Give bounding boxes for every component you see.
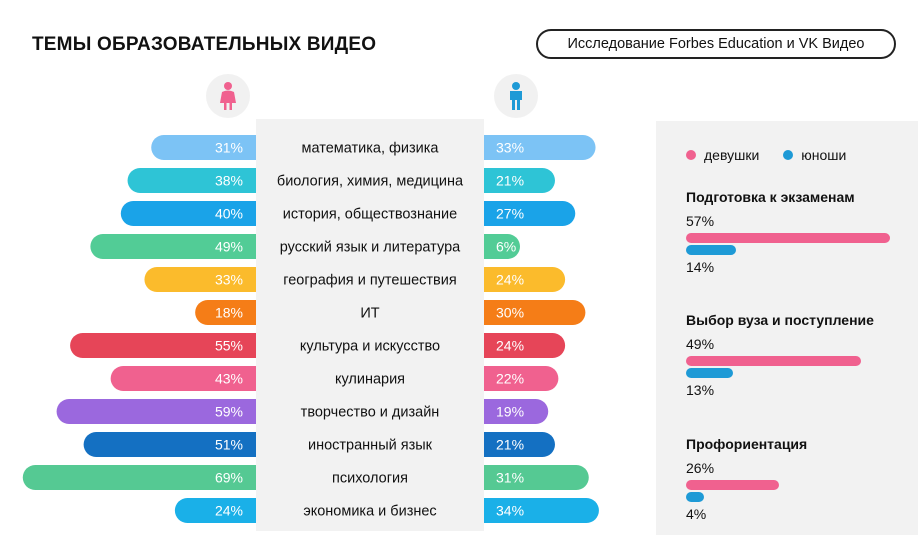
value-label-boys-9: 21% <box>496 437 524 453</box>
bar-girls-2 <box>120 201 270 226</box>
category-panel-bg <box>256 119 484 531</box>
value-label-girls-6: 55% <box>215 338 243 354</box>
purpose-group-2: Профориентация 26% 4% <box>686 436 896 536</box>
value-label-boys-3: 6% <box>496 239 516 255</box>
page-title: ТЕМЫ ОБРАЗОВАТЕЛЬНЫХ ВИДЕО <box>32 34 377 55</box>
bar-boys-6 <box>470 333 566 358</box>
category-label-8: творчество и дизайн <box>301 405 440 421</box>
bar-boys-5 <box>470 300 586 325</box>
bar-girls-5 <box>195 300 270 325</box>
value-label-boys-2: 27% <box>496 206 524 222</box>
bar-boys-0 <box>470 135 596 160</box>
male-icon <box>510 82 522 110</box>
bar-boys-9 <box>470 432 555 457</box>
bar-girls-1 <box>127 168 270 193</box>
bar-girls-4 <box>144 267 270 292</box>
category-label-2: история, обществознание <box>283 207 457 223</box>
legend-item-girls: девушки <box>686 147 759 163</box>
value-label-girls-5: 18% <box>215 305 243 321</box>
category-label-0: математика, физика <box>302 141 440 157</box>
purpose-value-boys-1: 13% <box>686 382 715 398</box>
purpose-title-0: Подготовка к экзаменам <box>686 189 855 205</box>
bar-girls-11 <box>174 498 270 523</box>
value-label-boys-5: 30% <box>496 305 524 321</box>
purpose-group-1: Выбор вуза и поступление 49% 13% <box>686 312 896 412</box>
category-label-9: иностранный язык <box>308 438 433 454</box>
bar-boys-2 <box>470 201 576 226</box>
category-label-4: география и путешествия <box>283 273 456 289</box>
value-label-boys-8: 19% <box>496 404 524 420</box>
value-label-boys-6: 24% <box>496 338 524 354</box>
legend-item-boys: юноши <box>783 147 846 163</box>
purpose-title-1: Выбор вуза и поступление <box>686 312 874 328</box>
value-label-girls-2: 40% <box>215 206 243 222</box>
bar-boys-11 <box>470 498 599 523</box>
value-label-boys-4: 24% <box>496 272 524 288</box>
legend-girls-label: девушки <box>704 147 760 163</box>
bar-boys-4 <box>470 267 566 292</box>
legend-panel: девушки юноши Подготовка к экзаменам 57% 1… <box>656 121 918 535</box>
value-label-girls-7: 43% <box>215 371 243 387</box>
purpose-group-0: Подготовка к экзаменам 57% 14% <box>686 189 896 289</box>
purpose-value-girls-0: 57% <box>686 213 715 229</box>
value-label-girls-10: 69% <box>215 470 243 486</box>
value-label-boys-11: 34% <box>496 503 524 519</box>
purpose-bar-boys-0 <box>686 245 737 255</box>
value-label-boys-7: 22% <box>496 371 524 387</box>
bar-girls-8 <box>56 399 270 424</box>
purpose-bar-boys-2 <box>686 492 704 502</box>
category-label-3: русский язык и литература <box>280 240 461 256</box>
value-label-girls-11: 24% <box>215 503 243 519</box>
value-label-girls-8: 59% <box>215 404 243 420</box>
bar-girls-6 <box>70 333 270 358</box>
value-label-girls-3: 49% <box>215 239 243 255</box>
bar-girls-10 <box>22 465 271 490</box>
value-label-girls-1: 38% <box>215 173 243 189</box>
bar-girls-7 <box>110 366 270 391</box>
value-label-girls-9: 51% <box>215 437 243 453</box>
category-label-6: культура и искусство <box>300 339 440 355</box>
bar-girls-9 <box>83 432 271 457</box>
legend-girls-dot <box>686 150 696 160</box>
value-label-boys-10: 31% <box>496 470 524 486</box>
purpose-bar-boys-1 <box>686 368 733 378</box>
category-label-5: ИТ <box>360 306 379 322</box>
legend: девушки юноши <box>686 147 870 163</box>
category-label-1: биология, химия, медицина <box>277 174 464 190</box>
bar-boys-8 <box>470 399 549 424</box>
purpose-bar-girls-2 <box>686 480 780 490</box>
category-label-10: психология <box>332 471 408 487</box>
bar-girls-3 <box>90 234 270 259</box>
purpose-bar-girls-1 <box>686 356 862 366</box>
category-label-11: экономика и бизнес <box>303 504 436 520</box>
value-label-boys-0: 33% <box>496 140 524 156</box>
purpose-bar-girls-0 <box>686 233 890 243</box>
legend-boys-dot <box>783 150 794 160</box>
male-badge <box>494 74 538 118</box>
bar-boys-7 <box>470 366 559 391</box>
purpose-title-2: Профориентация <box>686 436 808 452</box>
value-label-girls-0: 31% <box>215 140 243 156</box>
source-badge: Исследование Forbes Education и VK Видео <box>536 29 896 59</box>
purpose-value-boys-0: 14% <box>686 259 715 275</box>
purpose-value-boys-2: 4% <box>686 506 707 522</box>
bar-boys-1 <box>470 168 555 193</box>
legend-boys-label: юноши <box>801 147 847 163</box>
purpose-value-girls-1: 49% <box>686 336 715 352</box>
category-label-7: кулинария <box>335 372 405 388</box>
purpose-value-girls-2: 26% <box>686 460 715 476</box>
value-label-girls-4: 33% <box>215 272 243 288</box>
bar-girls-0 <box>151 135 270 160</box>
female-badge <box>206 74 250 118</box>
female-icon <box>220 82 236 110</box>
bar-boys-10 <box>470 465 589 490</box>
value-label-boys-1: 21% <box>496 173 524 189</box>
